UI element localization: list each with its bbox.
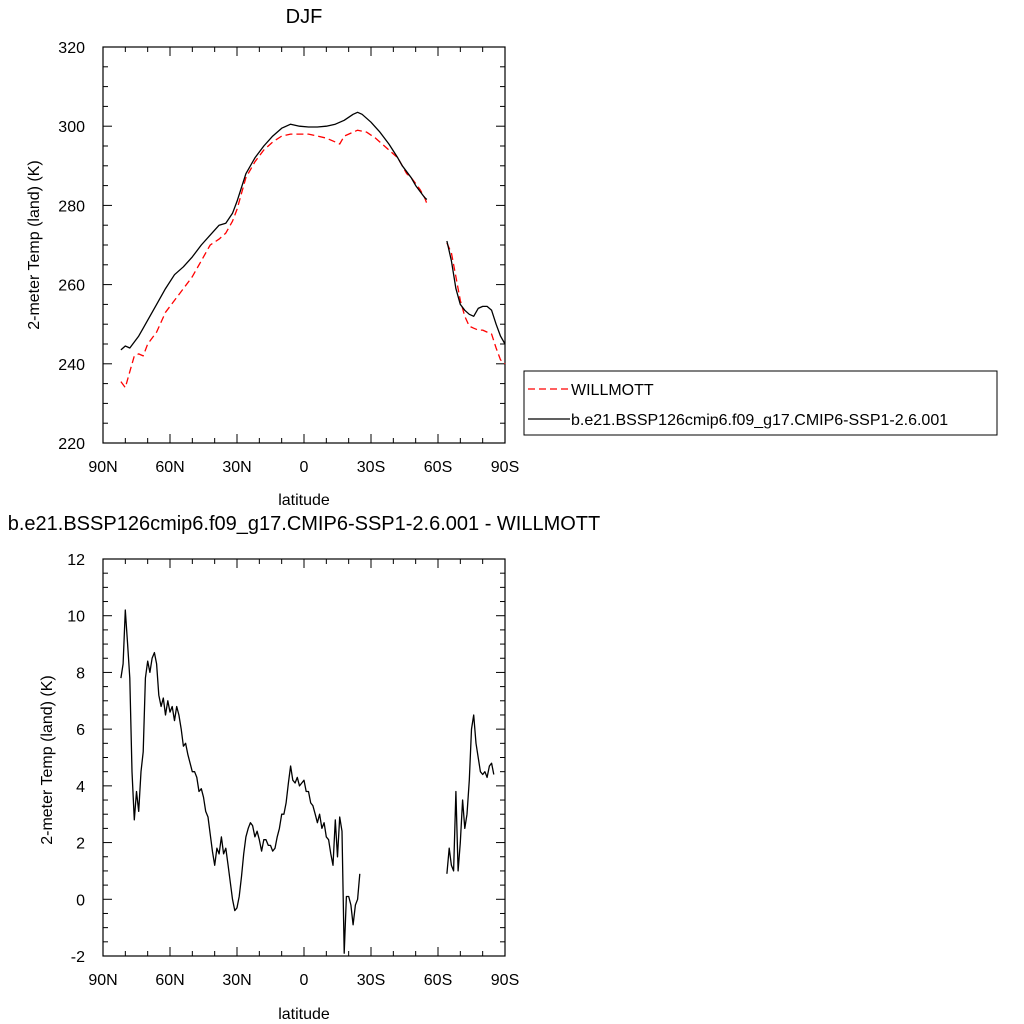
top-axis-ticks [102,46,506,444]
top-series-1-line-segment-0 [120,111,428,351]
top-x-tick-label: 60S [424,459,452,476]
bot-x-tick-label: 60N [155,972,184,989]
top-x-tick-label: 30N [222,459,251,476]
legend: WILLMOTT b.e21.BSSP126cmip6.f09_g17.CMIP… [523,370,998,436]
bottom-panel: b.e21.BSSP126cmip6.f09_g17.CMIP6-SSP1-2.… [8,513,601,1023]
top-chart-title: DJF [286,6,323,28]
bot-y-tick-label: 8 [76,665,85,682]
bot-x-tick-label: 30S [357,972,385,989]
top-y-tick-labels: 220 240 260 280 300 320 [58,40,85,453]
bot-x-tick-label: 30N [222,972,251,989]
top-x-axis-label: latitude [278,492,330,509]
top-y-tick-label: 300 [58,119,85,136]
top-x-tick-label: 60N [155,459,184,476]
top-y-tick-label: 240 [58,357,85,374]
top-x-tick-label: 30S [357,459,385,476]
top-series-lines [120,111,506,389]
bottom-x-axis-label: latitude [278,1006,330,1023]
bot-series-0-line-segment-1 [446,714,495,874]
legend-model-label: b.e21.BSSP126cmip6.f09_g17.CMIP6-SSP1-2.… [571,412,948,429]
bot-x-tick-label: 60S [424,972,452,989]
top-x-tick-label: 90S [491,459,519,476]
top-series-1-line-segment-1 [446,240,506,345]
top-series-0-line-segment-0 [120,129,428,389]
bottom-series-lines [120,609,495,954]
top-y-axis-label: 2-meter Temp (land) (K) [26,160,43,330]
bot-y-tick-label: 12 [67,552,85,569]
bottom-y-tick-labels: -2 0 2 4 6 8 10 12 [67,552,85,966]
top-y-tick-label: 260 [58,278,85,295]
bot-y-tick-label: 4 [76,779,85,796]
top-y-tick-label: 320 [58,40,85,57]
bot-x-tick-label: 90S [491,972,519,989]
top-y-tick-label: 220 [58,436,85,453]
top-x-tick-label: 0 [300,459,309,476]
bot-y-tick-label: 2 [76,836,85,853]
bottom-axis-ticks [102,558,506,957]
top-series-0-line-segment-1 [446,242,506,365]
legend-box [523,370,998,436]
bottom-x-tick-labels: 90N 60N 30N 0 30S 60S 90S [88,972,519,989]
bot-series-0-line-segment-0 [120,609,361,954]
top-x-tick-labels: 90N 60N 30N 0 30S 60S 90S [88,459,519,476]
legend-willmott-label: WILLMOTT [571,382,654,399]
bot-y-tick-label: 0 [76,892,85,909]
bottom-chart-title: b.e21.BSSP126cmip6.f09_g17.CMIP6-SSP1-2.… [8,513,601,535]
bottom-plot-frame [102,558,506,957]
top-x-tick-label: 90N [88,459,117,476]
top-y-tick-label: 280 [58,198,85,215]
top-plot-frame [102,46,506,444]
bottom-y-axis-label: 2-meter Temp (land) (K) [39,675,56,845]
bot-y-tick-label: 10 [67,609,85,626]
bot-y-tick-label: 6 [76,722,85,739]
bot-y-tick-label: -2 [71,949,85,966]
bot-x-tick-label: 90N [88,972,117,989]
bot-x-tick-label: 0 [300,972,309,989]
